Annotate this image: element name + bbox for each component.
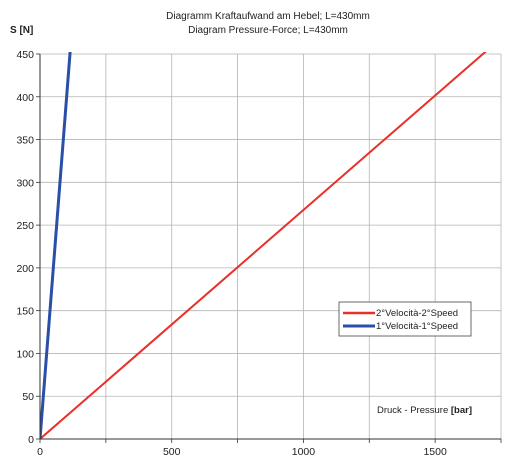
y-tick-label: 0 [28,434,34,446]
y-axis-label: S [N] [10,25,33,36]
gridlines [40,53,502,439]
x-axis-label-unit: [bar] [451,405,472,416]
y-tick-label: 350 [16,135,34,147]
x-axis-label: Druck - Pressure [bar] [377,405,472,416]
chart-subtitle: Diagram Pressure-Force; L=430mm [188,25,348,36]
x-tick-label: 0 [37,446,43,458]
y-tick-label: 250 [16,220,34,232]
legend-label-series-2: 1°Velocità-1°Speed [376,321,458,332]
x-tick-label: 500 [163,446,181,458]
legend-label-series-1: 2°Velocità-2°Speed [376,308,458,319]
y-tick-label: 300 [16,177,34,189]
y-tick-label: 400 [16,92,34,104]
y-tick-label: 450 [16,49,34,61]
axes [36,53,502,443]
series-lines [40,52,487,439]
y-tick-label: 50 [22,391,34,403]
x-tick-label: 1500 [423,446,447,458]
y-tick-label: 150 [16,306,34,318]
tick-labels: 0 50 100 150 200 250 300 350 400 450 0 500 1000 1500 [16,49,447,458]
chart-title: Diagramm Kraftaufwand am Hebel; L=430mm [166,11,370,22]
series-line-1 [40,52,487,439]
y-tick-label: 200 [16,263,34,275]
y-tick-label: 100 [16,348,34,360]
series-line-2 [40,52,72,439]
legend: 2°Velocità-2°Speed 1°Velocità-1°Speed [338,301,472,337]
legend-box [338,301,472,337]
x-axis-label-text: Druck - Pressure [377,405,451,416]
x-tick-label: 1000 [292,446,316,458]
